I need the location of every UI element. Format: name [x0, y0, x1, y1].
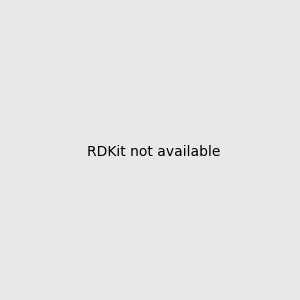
Text: RDKit not available: RDKit not available — [87, 145, 220, 158]
